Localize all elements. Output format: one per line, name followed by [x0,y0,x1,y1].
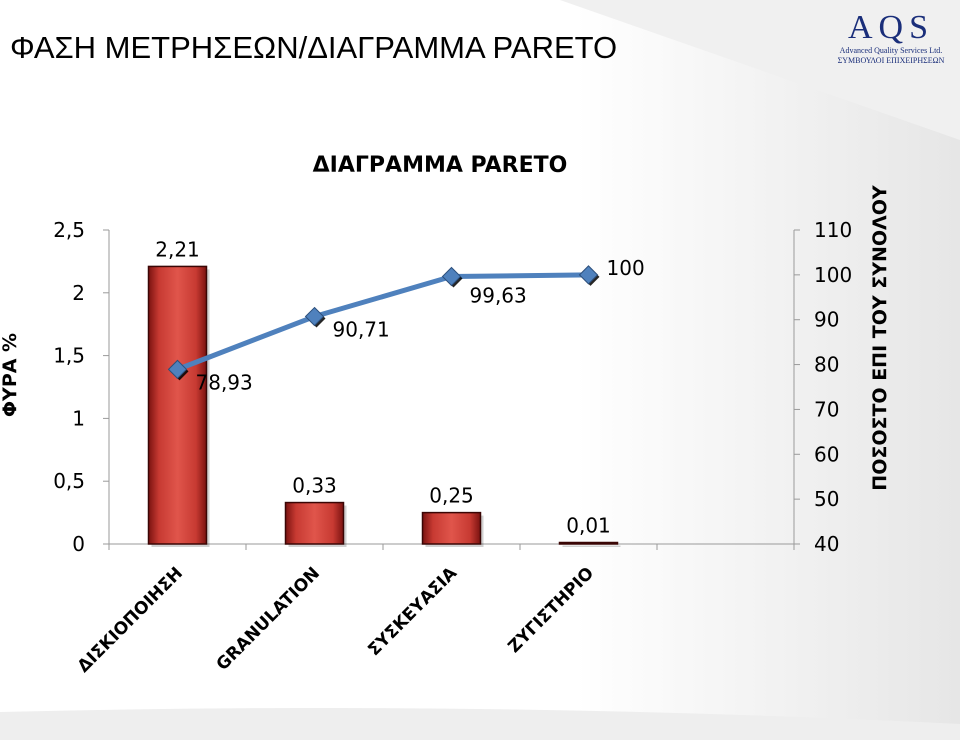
y2-tick-label: 50 [814,487,839,511]
line-value-label: 90,71 [333,318,390,342]
y2-tick-label: 40 [814,532,839,556]
logo-tagline: ΣΥΜΒΟΥΛΟΙ ΕΠΙΧΕΙΡΗΣΕΩΝ [837,56,945,65]
x-category-label: ΖΥΓΙΣΤΗΡΙΟ [504,563,598,657]
y2-tick-label: 100 [814,263,852,287]
y2-tick-label: 60 [814,442,839,466]
x-category-label: ΔΙΣΚΙΟΠΟΙΗΣΗ [74,563,187,676]
bar [558,541,619,545]
y-tick-label: 1 [72,406,85,430]
cumulative-line-series [167,265,600,381]
line-value-label: 78,93 [196,370,253,394]
logo-mark: AQS [847,9,935,46]
y-tick-label: 0,5 [53,469,85,493]
bar-series [147,265,621,547]
cumulative-line [176,272,589,372]
line-marker [304,306,325,327]
bar [421,511,482,545]
chart-title: ΔΙΑΓΡΑΜΜΑ PARETO [313,153,568,178]
bar-value-label: 0,01 [566,514,611,538]
y-axis-title: ΦΥΡΑ % [0,333,21,417]
y2-axis-title: ΠΟΣΟΣΤΟ ΕΠΙ ΤΟΥ ΣΥΝΟΛΟΥ [869,185,891,491]
bar-shadow [562,545,621,547]
x-category-label: GRANULATION [213,563,324,674]
data-labels: 2,21 0,33 0,25 0,01 78,93 90,71 99,63 100 [155,237,644,537]
y-tick-label: 2,5 [53,218,85,242]
y-tick-label: 0 [72,532,85,556]
line-marker [167,359,188,380]
line-marker [578,265,599,285]
y2-tick-label: 70 [814,397,839,421]
y2-tick-label: 110 [814,218,852,242]
bar-value-label: 2,21 [155,237,200,261]
line-value-label: 100 [607,256,645,280]
bar-value-label: 0,25 [429,484,474,508]
y-tick-label: 2 [72,281,85,305]
y2-tick-label: 90 [814,308,839,332]
bar [147,265,208,545]
company-logo: AQS Advanced Quality Services Ltd. ΣΥΜΒΟ… [836,10,946,66]
y-tick-label: 1,5 [53,344,85,368]
line-marker [441,266,462,287]
y2-tick-label: 80 [814,353,839,377]
bar [284,501,345,545]
slide-title: ΦΑΣΗ ΜΕΤΡΗΣΕΩΝ/ΔΙΑΓΡΑΜΜΑ PARETO [10,30,618,65]
logo-company-name: Advanced Quality Services Ltd. [839,46,943,55]
x-category-label: ΣΥΣΚΕΥΑΣΙΑ [364,563,461,660]
bar-value-label: 0,33 [292,474,337,498]
line-value-label: 99,63 [470,284,527,308]
